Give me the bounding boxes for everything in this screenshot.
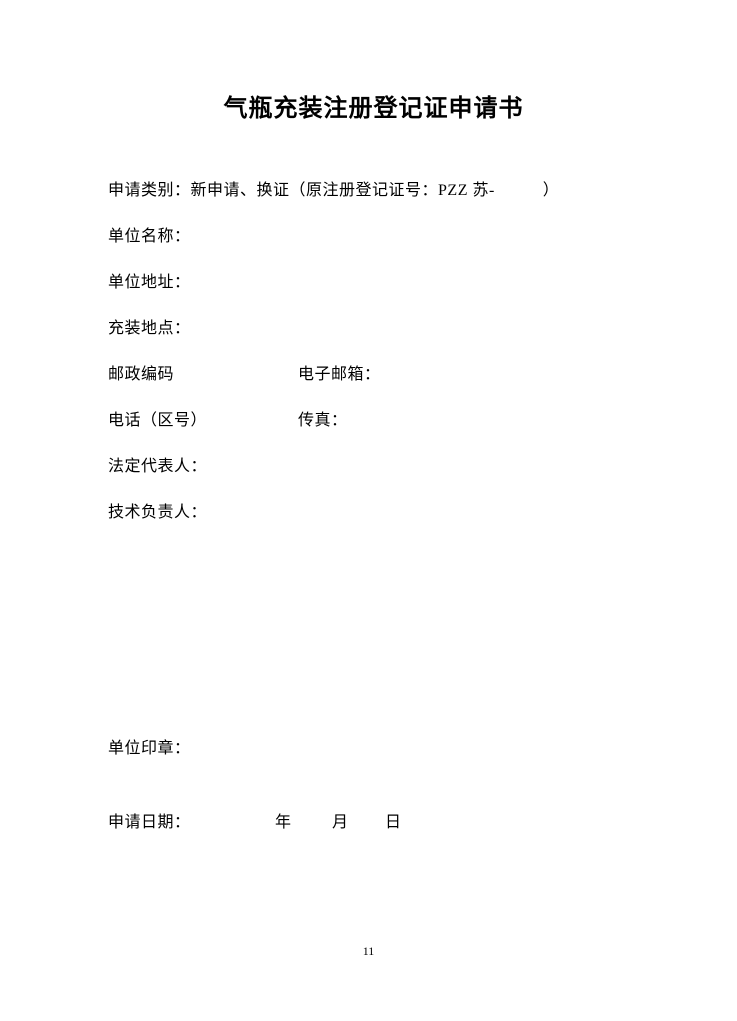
month-label: 月: [332, 811, 349, 835]
date-parts: 年 月 日: [238, 811, 402, 835]
category-label: 申请类别：: [108, 179, 191, 203]
row-tech-lead: 技术负责人：: [108, 501, 639, 525]
unit-address-label: 单位地址：: [108, 271, 191, 295]
unit-name-label: 单位名称：: [108, 225, 191, 249]
category-close-paren: ）: [543, 179, 560, 203]
form-rows: 申请类别： 新申请、换证（原注册登记证号：PZZ 苏- ） 单位名称： 单位地址…: [108, 179, 639, 835]
row-unit-name: 单位名称：: [108, 225, 639, 249]
seal-label: 单位印章：: [108, 737, 191, 761]
fill-location-label: 充装地点：: [108, 317, 191, 341]
row-application-date: 申请日期： 年 月 日: [108, 811, 639, 835]
day-spacer: [349, 811, 385, 835]
page-number: 11: [0, 944, 737, 959]
day-label: 日: [385, 811, 402, 835]
row-application-category: 申请类别： 新申请、换证（原注册登记证号：PZZ 苏- ）: [108, 179, 639, 203]
category-options: 新申请、换证（原注册登记证号：PZZ 苏-: [191, 179, 495, 203]
tech-lead-label: 技术负责人：: [108, 501, 207, 525]
row-legal-representative: 法定代表人：: [108, 455, 639, 479]
phone-label: 电话（区号）: [108, 409, 298, 433]
email-label: 电子邮箱：: [298, 363, 381, 387]
application-form-page: 气瓶充装注册登记证申请书 申请类别： 新申请、换证（原注册登记证号：PZZ 苏-…: [0, 0, 737, 835]
vertical-spacer: [108, 547, 639, 737]
legal-rep-label: 法定代表人：: [108, 455, 207, 479]
row-unit-address: 单位地址：: [108, 271, 639, 295]
date-label: 申请日期：: [108, 811, 238, 835]
year-label: 年: [238, 811, 298, 835]
postcode-label: 邮政编码: [108, 363, 298, 387]
row-unit-seal: 单位印章：: [108, 737, 639, 761]
row-postcode-email: 邮政编码 电子邮箱：: [108, 363, 639, 387]
page-title: 气瓶充装注册登记证申请书: [108, 88, 639, 123]
month-spacer: [298, 811, 332, 835]
row-phone-fax: 电话（区号） 传真：: [108, 409, 639, 433]
row-fill-location: 充装地点：: [108, 317, 639, 341]
fax-label: 传真：: [298, 409, 348, 433]
